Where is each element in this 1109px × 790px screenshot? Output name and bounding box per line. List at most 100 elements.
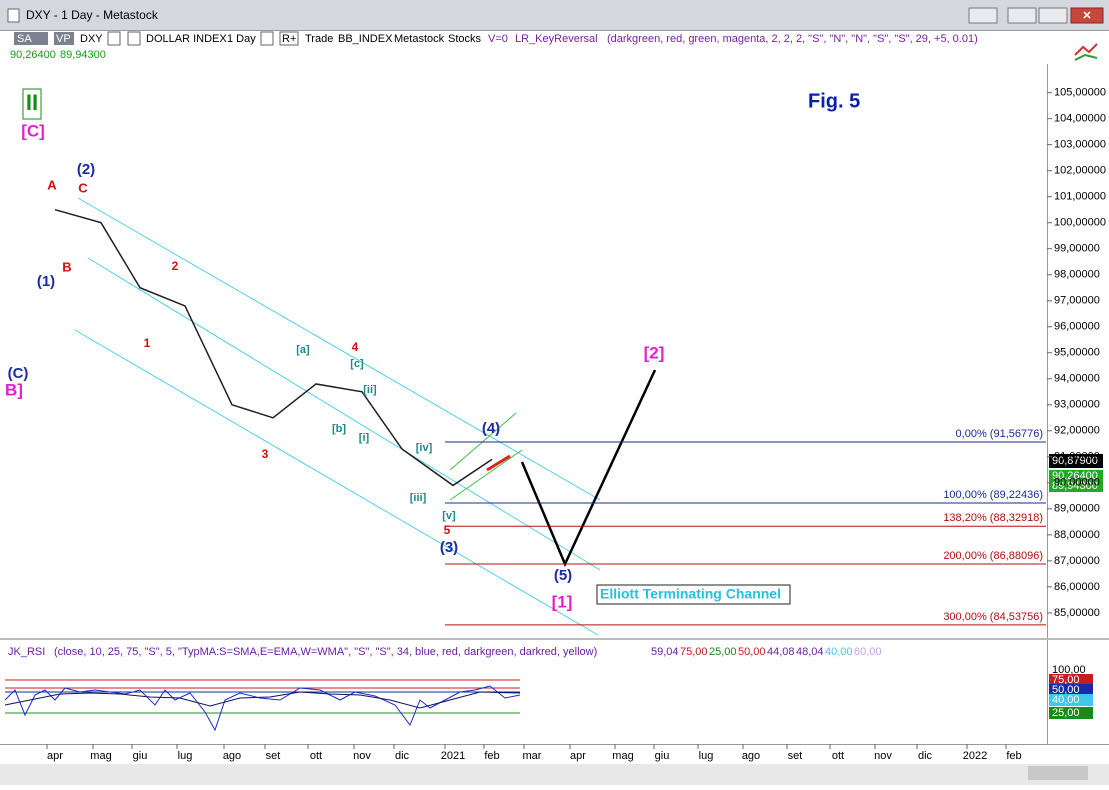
rsi-axis-label: 25,00 [1052, 707, 1080, 719]
expert-params: (darkgreen, red, green, magenta, 2, 2, 2… [607, 33, 978, 45]
x-tick-label: nov [874, 750, 892, 762]
close-icon: ✕ [1082, 10, 1091, 22]
minimize-button[interactable] [1007, 7, 1037, 24]
price-box-label: 90,87900 [1052, 455, 1098, 467]
window-title: DXY - 1 Day - Metastock [26, 8, 159, 22]
x-tick-label: set [266, 750, 281, 762]
axis-line [0, 744, 1109, 745]
wave-label: C [78, 180, 88, 195]
fib-label: 200,00% (86,88096) [943, 550, 1043, 562]
wave-label: [i] [359, 432, 370, 444]
wave-label: (1) [37, 273, 55, 290]
x-tick-label: nov [353, 750, 371, 762]
separator [0, 30, 1109, 31]
channel [74, 197, 601, 636]
x-tick-label: giu [133, 750, 148, 762]
v: V=0 [488, 33, 508, 45]
y-tick-label: 88,00000 [1054, 529, 1100, 541]
wave-label: (4) [482, 420, 500, 437]
x-tick-label: 2021 [441, 750, 465, 762]
wave-label: [b] [332, 423, 346, 435]
kind: Stocks [448, 33, 482, 45]
y-tick-label: 103,00000 [1054, 139, 1106, 151]
rsi-reading: 40,00 [825, 646, 853, 658]
rsi-params: (close, 10, 25, 75, "S", 5, "TypMA:S=SMA… [54, 646, 597, 658]
dropdown[interactable] [107, 31, 121, 46]
y-tick-label: 91,00000 [1054, 451, 1100, 463]
wave-label: [ii] [363, 384, 377, 396]
x-tick-label: ago [223, 750, 241, 762]
rsi-readings: 59,04 75,00 25,00 50,00 44,08 48,04 40,00 60,00 [651, 646, 882, 658]
rsi-reading: 48,04 [796, 646, 824, 658]
rsi-label: JK_RSI [8, 646, 45, 658]
y-tick-label: 87,00000 [1054, 555, 1100, 567]
x-tick-label: ott [310, 750, 322, 762]
dropdown[interactable] [260, 31, 274, 46]
y-tick-label: 98,00000 [1054, 269, 1100, 281]
x-tick-label: mag [90, 750, 111, 762]
expert: LR_KeyReversal [515, 33, 598, 45]
rsi-axis-label: 40,00 [1052, 694, 1080, 706]
x-tick-label: lug [699, 750, 714, 762]
title-bar [0, 0, 1109, 30]
y-tick-label: 90,00000 [1054, 477, 1100, 489]
x-tick-label: dic [395, 750, 410, 762]
rsi-axis-box [1049, 694, 1093, 706]
y-tick-label: 100,00000 [1054, 217, 1106, 229]
rsi-line [4, 685, 521, 732]
wave-label: (2) [77, 161, 95, 178]
wave-label: 5 [444, 523, 451, 537]
price-box [1049, 470, 1103, 482]
maximize-button[interactable] [1038, 7, 1068, 24]
wave-label: II [26, 90, 38, 115]
panel-divider [0, 638, 1109, 640]
price-box [1049, 454, 1103, 468]
rsi-axis-box [1049, 707, 1093, 719]
y-tick-label: 92,00000 [1054, 425, 1100, 437]
wave-label: 3 [262, 447, 269, 461]
vp: VP [56, 33, 71, 45]
x-tick-label: mag [612, 750, 633, 762]
price-box [1049, 480, 1103, 492]
sa: SA [17, 33, 32, 45]
x-tick-label: dic [918, 750, 933, 762]
small-channel [449, 412, 523, 501]
x-tick-label: ago [742, 750, 760, 762]
wave-label: [iv] [416, 442, 433, 454]
price-box-label: 89,94300 [1052, 480, 1098, 492]
chart-icon [1074, 43, 1098, 61]
scrollbar[interactable] [0, 764, 1109, 785]
wave-label: [1] [552, 592, 573, 611]
r-button[interactable] [279, 31, 299, 46]
x-tick-label: mar [523, 750, 542, 762]
rsi-ma [4, 691, 521, 709]
sa-button[interactable] [14, 32, 48, 45]
x-tick-label: set [788, 750, 803, 762]
fib-label: 100,00% (89,22436) [943, 489, 1043, 501]
y-tick-label: 93,00000 [1054, 399, 1100, 411]
wave-label: [C] [21, 121, 45, 140]
vp-button[interactable] [54, 32, 74, 45]
y-tick-label: 89,00000 [1054, 503, 1100, 515]
rsi-reading: 60,00 [854, 646, 882, 658]
r: R+ [282, 33, 296, 45]
rsi-axis-box [1049, 674, 1093, 686]
y-tick-label: 85,00000 [1054, 607, 1100, 619]
y-tick-label: 101,00000 [1054, 191, 1106, 203]
scroll-thumb[interactable] [1028, 766, 1088, 780]
rsi-reading: 75,00 [680, 646, 708, 658]
wave-label: [a] [296, 344, 310, 356]
restore-button[interactable] [968, 7, 998, 24]
dropdown[interactable] [127, 31, 141, 46]
x-tick-label: apr [47, 750, 63, 762]
wave-label: [2] [644, 343, 665, 362]
rsi-axis-box [1049, 684, 1093, 696]
close-button[interactable] [1070, 7, 1104, 24]
instrument: DOLLAR INDEX [146, 33, 227, 45]
rsi-reading: 59,04 [651, 646, 679, 658]
symbol: DXY [80, 33, 103, 45]
price-box-label: 90,26400 [1052, 470, 1098, 482]
y-tick-label: 105,00000 [1054, 87, 1106, 99]
period: 1 Day [227, 33, 256, 45]
wave-box [22, 88, 42, 120]
